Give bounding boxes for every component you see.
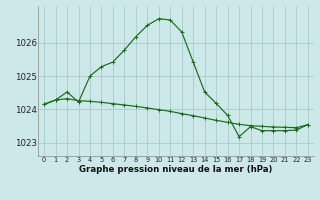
X-axis label: Graphe pression niveau de la mer (hPa): Graphe pression niveau de la mer (hPa) [79,165,273,174]
